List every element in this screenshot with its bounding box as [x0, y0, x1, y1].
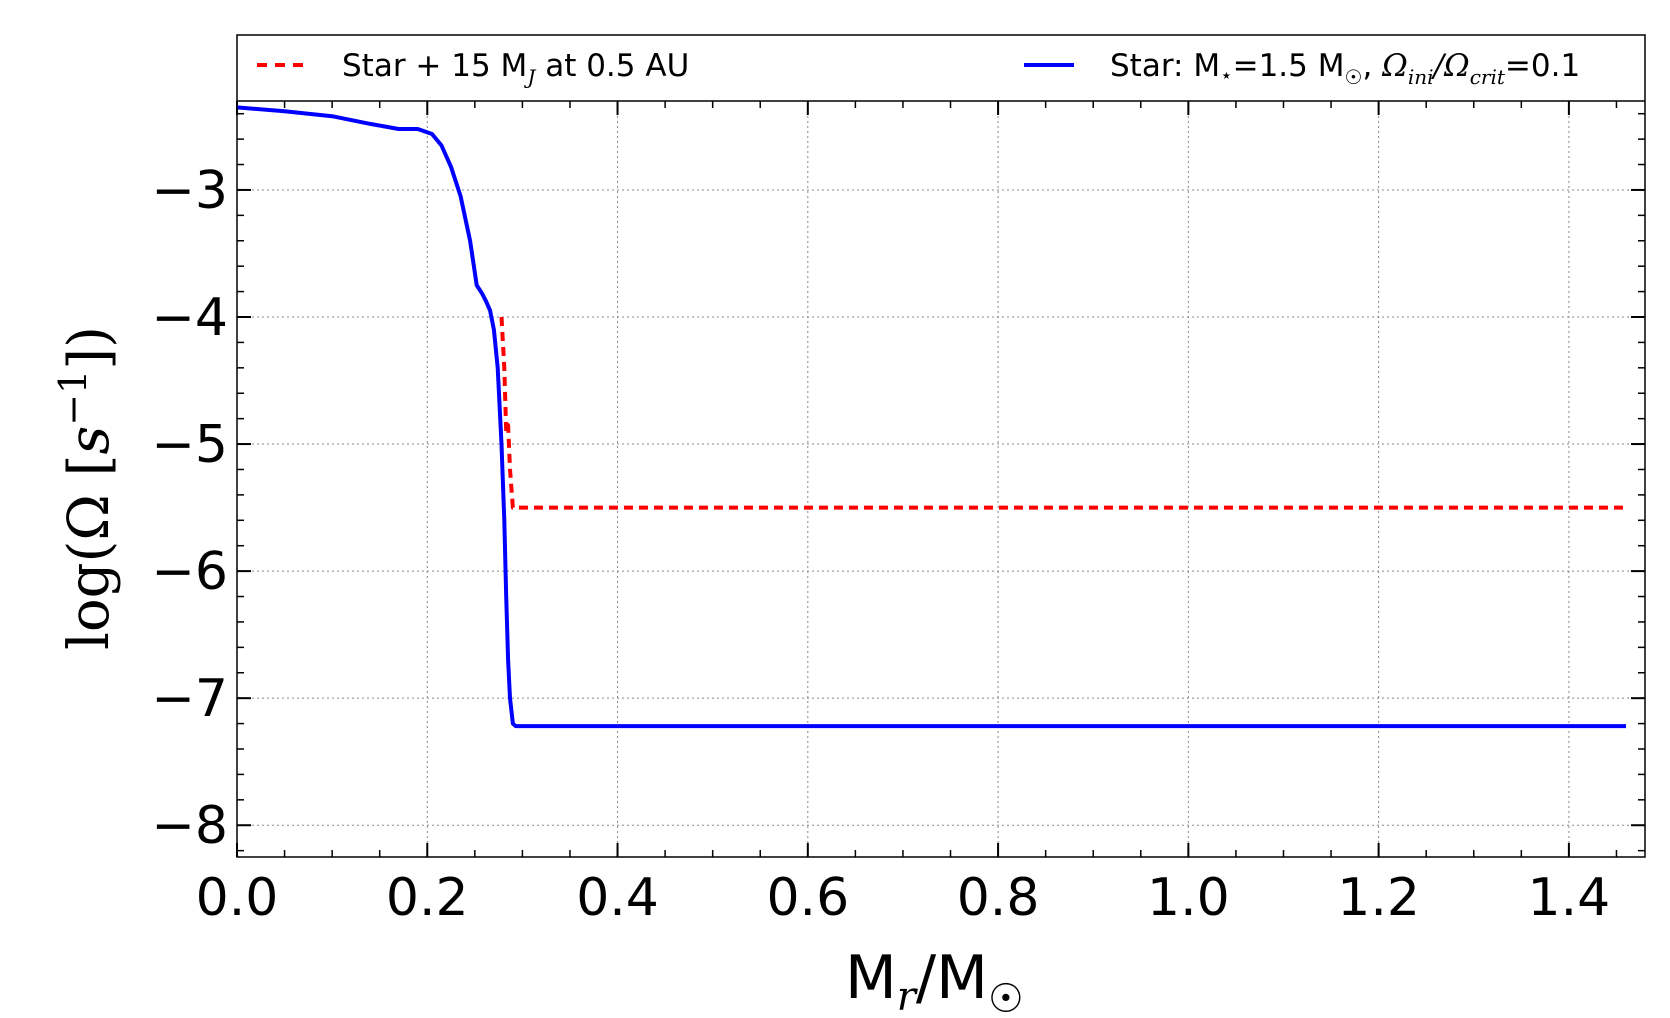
y-tick-label: −3	[151, 161, 228, 221]
y-tick-label: −7	[151, 669, 228, 729]
y-tick-label: −6	[151, 542, 228, 602]
x-axis-label: Mr/M☉	[845, 943, 1024, 1018]
minor-ticks	[236, 101, 1645, 857]
x-tick-label: 1.4	[1528, 868, 1611, 928]
x-tick-label: 0.2	[386, 868, 469, 928]
plot-frame	[236, 34, 1646, 858]
y-axis-label: log(Ω [s−1])	[51, 326, 122, 650]
series-line-star	[236, 105, 1626, 729]
series-line-planet	[499, 316, 1626, 510]
series-layer	[236, 105, 1626, 729]
y-tick-labels: −3 −4 −5 −6 −7 −8	[151, 161, 228, 856]
x-tick-label: 0.8	[957, 868, 1040, 928]
x-tick-label: 0.4	[576, 868, 659, 928]
legend-label-planet: Star + 15 MJ at 0.5 AU	[342, 48, 689, 89]
legend: Star + 15 MJ at 0.5 AU Star: M⋆=1.5 M☉, …	[257, 48, 1580, 89]
y-tick-label: −8	[151, 796, 228, 856]
x-tick-label: 0.6	[766, 868, 849, 928]
x-tick-label: 1.2	[1337, 868, 1420, 928]
y-tick-label: −4	[151, 288, 228, 348]
x-tick-labels: 0.0 0.2 0.4 0.6 0.8 1.0 1.2 1.4	[196, 868, 1611, 928]
legend-label-star: Star: M⋆=1.5 M☉, Ωini/Ωcrit=0.1	[1110, 48, 1580, 89]
grid-lines	[236, 101, 1645, 857]
x-tick-label: 0.0	[196, 868, 279, 928]
y-tick-label: −5	[151, 415, 228, 475]
major-ticks	[236, 101, 1645, 857]
x-tick-label: 1.0	[1147, 868, 1230, 928]
